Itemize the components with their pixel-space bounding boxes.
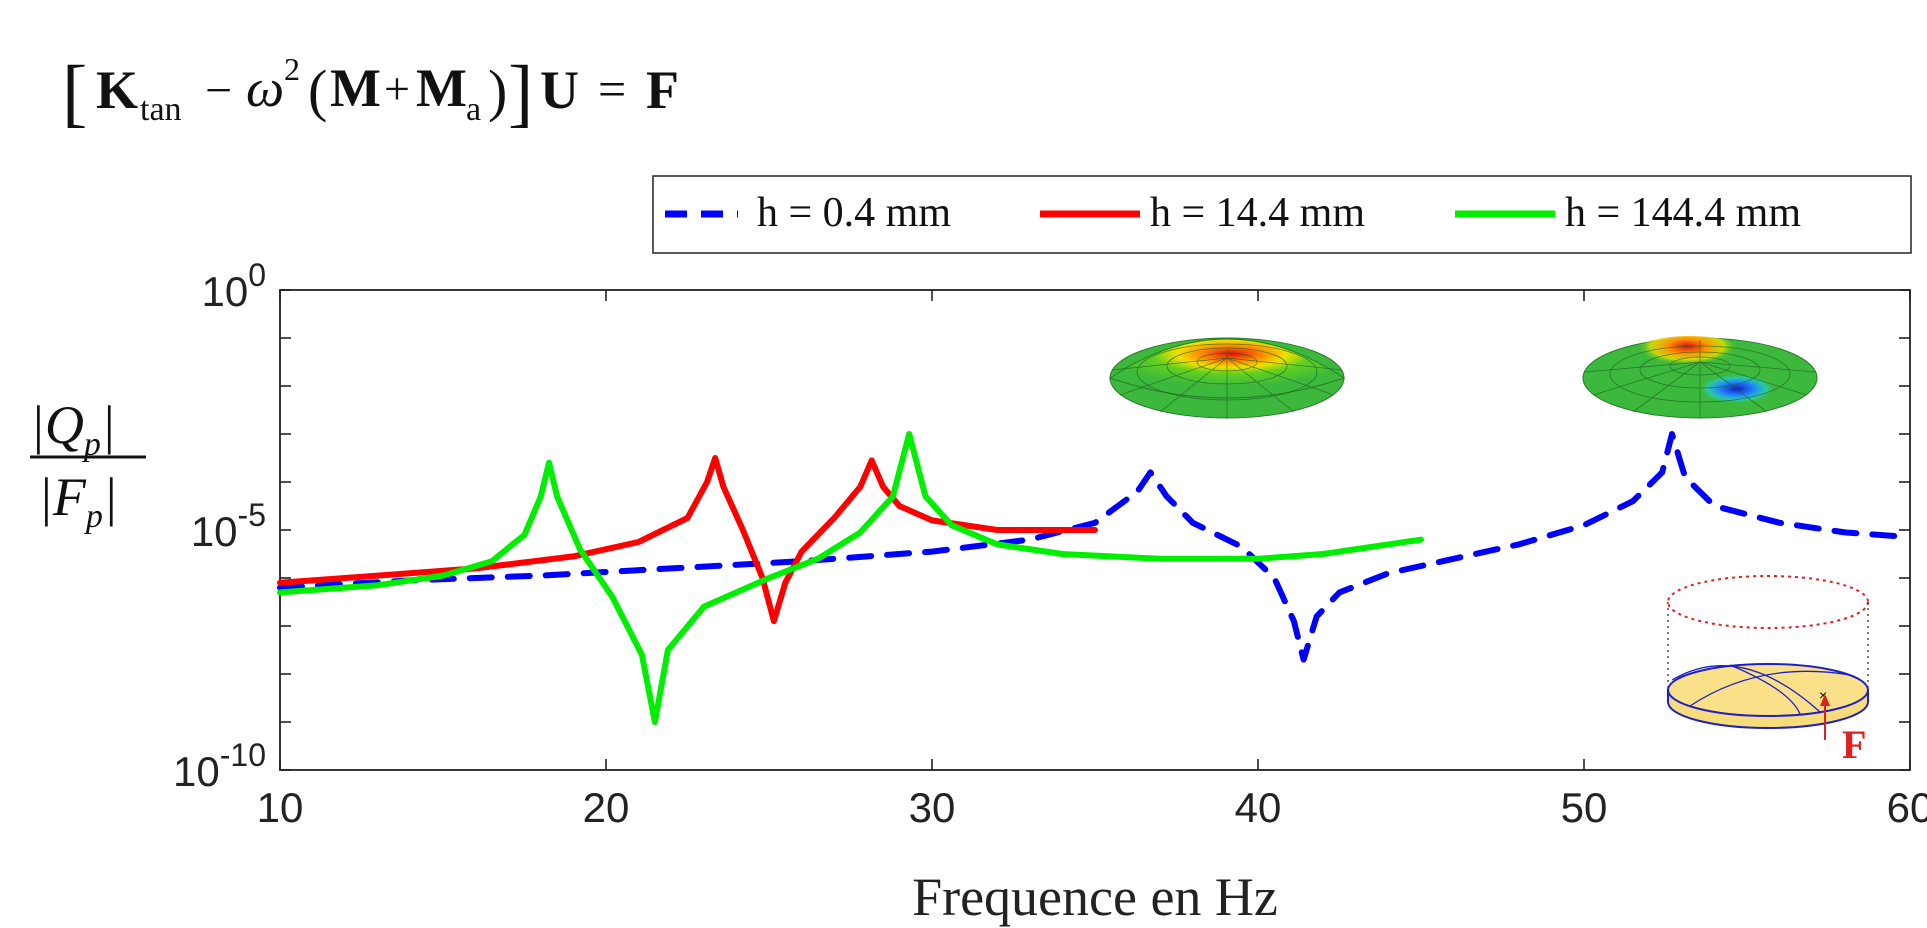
y-axis-label: |Qp| |Fp| — [30, 395, 146, 535]
equation-u: U — [540, 60, 579, 120]
equation-rbracket: ] — [508, 51, 533, 135]
equation-lparen: ( — [308, 58, 327, 123]
equation: [ K tan − ω 2 ( M + M a ) ] U = F — [62, 51, 679, 135]
equation-minus: − — [205, 64, 232, 117]
mode-shape-1-illustration — [1108, 337, 1346, 419]
y-tick-label: 10-10 — [173, 737, 266, 795]
equation-k-sub: tan — [140, 91, 182, 128]
equation-ma-sub: a — [466, 91, 481, 128]
x-tick-label: 10 — [257, 784, 304, 831]
legend-label-1: h = 14.4 mm — [1150, 190, 1365, 236]
equation-f: F — [646, 60, 679, 120]
equation-equals: = — [598, 61, 626, 117]
x-axis-label: Frequence en Hz — [912, 867, 1278, 927]
series-line-2 — [277, 431, 1424, 725]
y-label-denominator: |Fp| — [38, 467, 118, 535]
equation-rparen: ) — [488, 58, 507, 123]
x-tick-label: 20 — [583, 784, 630, 831]
equation-omega: ω — [246, 58, 284, 118]
legend-label-0: h = 0.4 mm — [757, 190, 951, 236]
y-tick-label: 10-5 — [191, 497, 266, 555]
x-tick-label: 60 — [1887, 784, 1927, 831]
series-line-0 — [277, 431, 1913, 663]
y-axis-ticks: 100 10-5 10-10 — [173, 257, 1910, 795]
x-tick-label: 40 — [1235, 784, 1282, 831]
legend-box — [652, 175, 1912, 254]
cylinder-illustration: × F — [1667, 575, 1869, 767]
series-lines — [277, 431, 1913, 725]
equation-m: M — [330, 58, 381, 118]
equation-plus: + — [384, 63, 410, 114]
y-tick-label: 100 — [201, 257, 266, 315]
force-point-marker: × — [1819, 687, 1827, 703]
x-axis-ticks: 10 20 30 40 50 60 — [257, 290, 1927, 831]
force-label: F — [1842, 722, 1866, 767]
mode-shape-2-illustration — [1582, 336, 1818, 419]
equation-ma: M — [416, 58, 467, 118]
legend: h = 0.4 mm h = 14.4 mm h = 144.4 mm — [652, 175, 1912, 254]
equation-k: K — [96, 60, 138, 120]
x-tick-label: 30 — [909, 784, 956, 831]
x-tick-label: 50 — [1561, 784, 1608, 831]
y-label-numerator: |Qp| — [30, 395, 116, 463]
legend-label-2: h = 144.4 mm — [1565, 190, 1801, 236]
series-line-1 — [277, 455, 1098, 625]
equation-lbracket: [ — [62, 51, 87, 135]
equation-omega-sup: 2 — [284, 51, 300, 87]
